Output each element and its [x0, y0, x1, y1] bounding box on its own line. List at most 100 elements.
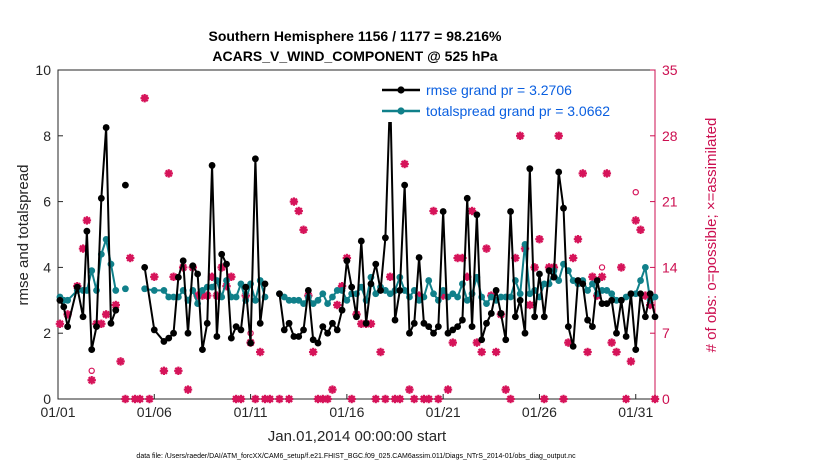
obs-possible-point — [257, 348, 264, 356]
point-rmse — [324, 329, 332, 337]
point-rmse — [362, 319, 370, 327]
point-totalspread — [165, 293, 173, 301]
line-series-layer — [56, 89, 659, 354]
y-right-tick-label: 28 — [662, 128, 678, 144]
legend-marker-totalspread — [397, 107, 405, 115]
point-totalspread — [516, 290, 524, 298]
point-rmse — [598, 300, 606, 307]
obs-possible-point — [536, 235, 543, 243]
y-right-tick-label: 0 — [662, 391, 670, 407]
point-rmse — [290, 333, 298, 340]
obs-possible-point — [574, 235, 582, 243]
obs-possible-point — [637, 226, 644, 233]
point-rmse — [627, 290, 635, 298]
y-tick-label: 4 — [43, 259, 51, 275]
obs-possible-point — [516, 132, 524, 139]
data-file-footnote: data file: /Users/raeder/DAI/ATM_forcXX/… — [136, 453, 576, 460]
point-totalspread — [632, 290, 640, 298]
obs-possible-point — [492, 348, 500, 356]
obs-possible-point — [608, 339, 615, 346]
point-totalspread — [381, 287, 389, 294]
point-totalspread — [608, 290, 616, 298]
point-rmse — [97, 194, 105, 202]
obs-possible-point — [127, 254, 134, 262]
point-totalspread — [430, 290, 437, 298]
point-rmse — [242, 283, 250, 291]
point-rmse — [56, 296, 64, 304]
point-rmse — [348, 283, 356, 291]
obs-possible-point — [526, 301, 534, 309]
obs-possible-point — [579, 170, 586, 177]
point-totalspread — [497, 293, 505, 301]
point-totalspread — [343, 296, 351, 304]
y-tick-label: 0 — [43, 391, 51, 407]
obs-possible-point — [382, 395, 389, 403]
point-rmse — [555, 168, 563, 176]
legend-label-rmse: rmse grand pr = 3.2706 — [426, 82, 572, 98]
point-totalspread — [651, 293, 659, 301]
point-rmse — [415, 254, 423, 261]
point-totalspread — [425, 277, 433, 284]
obs-possible-point — [478, 348, 485, 356]
point-rmse — [492, 287, 500, 294]
obs-possible-point — [309, 348, 317, 356]
obs-possible-point — [136, 395, 144, 403]
point-totalspread — [406, 293, 413, 301]
point-totalspread — [300, 300, 307, 307]
series-rmse — [56, 89, 659, 354]
obs-possible-point — [266, 395, 274, 403]
point-rmse — [396, 287, 404, 294]
point-rmse — [579, 280, 587, 288]
point-rmse — [280, 326, 288, 334]
point-rmse — [550, 273, 558, 281]
obs-possible-point — [569, 254, 577, 262]
point-rmse — [641, 313, 649, 321]
point-rmse — [333, 326, 341, 334]
obs-possible-point — [435, 395, 442, 403]
obs-possible-point — [276, 395, 283, 403]
point-totalspread — [487, 293, 495, 301]
obs-possible-point — [444, 386, 452, 393]
point-rmse — [304, 287, 312, 294]
obs-possible-point — [406, 386, 413, 393]
obs-possible-point — [141, 94, 148, 102]
y-tick-label: 8 — [43, 128, 51, 144]
point-rmse — [79, 313, 87, 321]
point-rmse — [449, 326, 457, 334]
obs-possible-point — [334, 301, 341, 309]
legend: rmse grand pr = 3.2706 totalspread grand… — [378, 78, 650, 122]
point-rmse — [444, 329, 452, 337]
point-rmse — [227, 334, 235, 342]
point-rmse — [381, 234, 389, 242]
obs-possible-point — [555, 132, 562, 139]
obs-possible-point — [632, 188, 639, 196]
point-rmse — [300, 326, 307, 334]
point-rmse — [160, 338, 168, 345]
point-rmse — [410, 319, 418, 327]
legend-label-totalspread: totalspread grand pr = 3.0662 — [426, 103, 610, 119]
point-rmse — [574, 277, 582, 284]
point-rmse — [536, 270, 543, 278]
obs-possible-point — [584, 348, 591, 356]
point-rmse — [251, 155, 259, 163]
point-totalspread — [290, 296, 298, 304]
obs-possible-point — [184, 386, 192, 393]
x-axis: 01/01 01/06 01/11 01/16 01/21 01/26 01/31 — [40, 394, 653, 420]
point-rmse — [165, 334, 173, 342]
point-totalspread — [314, 296, 322, 304]
point-rmse — [468, 323, 476, 331]
point-rmse — [430, 329, 437, 337]
point-rmse — [150, 326, 158, 334]
obs-possible-point — [507, 395, 514, 403]
point-rmse — [319, 323, 327, 331]
y-axis-label-right: # of obs: o=possible; ×=assimilated — [703, 118, 720, 353]
point-totalspread — [324, 300, 332, 307]
obs-possible-point — [83, 217, 91, 224]
chart-title: Southern Hemisphere 1156 / 1177 = 98.216… — [208, 28, 502, 44]
point-rmse — [603, 300, 611, 307]
point-rmse — [511, 313, 519, 321]
point-rmse — [420, 319, 428, 327]
obs-possible-point — [598, 264, 606, 271]
point-totalspread — [401, 287, 409, 294]
